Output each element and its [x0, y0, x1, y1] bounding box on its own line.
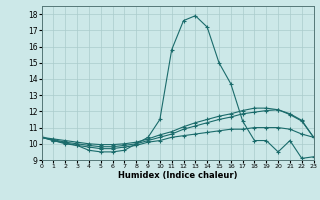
X-axis label: Humidex (Indice chaleur): Humidex (Indice chaleur) [118, 171, 237, 180]
